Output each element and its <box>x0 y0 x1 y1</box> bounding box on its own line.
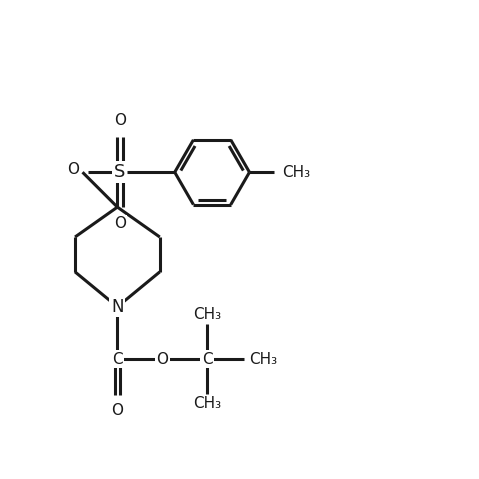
Text: N: N <box>111 298 124 316</box>
Text: CH₃: CH₃ <box>193 397 221 411</box>
Text: CH₃: CH₃ <box>250 352 277 366</box>
Text: S: S <box>114 163 125 181</box>
Text: O: O <box>114 114 126 128</box>
Text: O: O <box>156 352 168 366</box>
Text: C: C <box>202 352 212 366</box>
Text: CH₃: CH₃ <box>193 307 221 322</box>
Text: O: O <box>68 162 80 177</box>
Text: C: C <box>112 352 123 366</box>
Text: O: O <box>112 403 124 418</box>
Text: CH₃: CH₃ <box>282 165 310 180</box>
Text: O: O <box>114 216 126 231</box>
